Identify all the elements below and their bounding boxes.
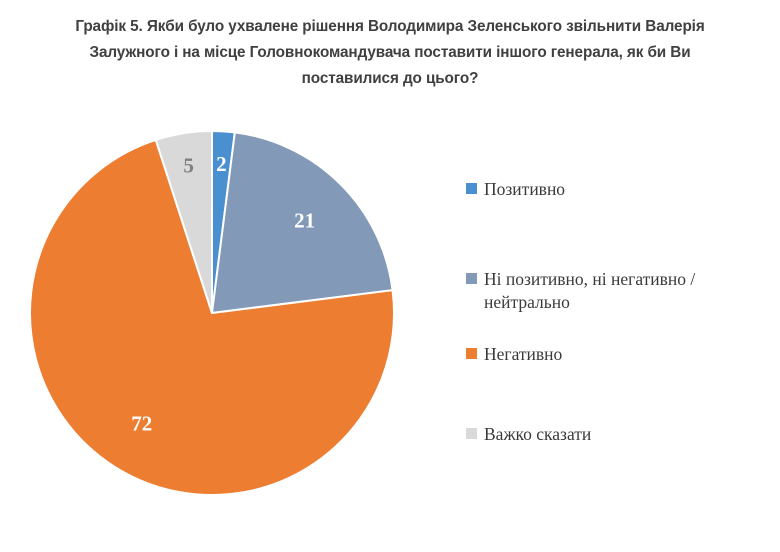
legend-item-label: Важко сказати bbox=[484, 424, 592, 444]
pie-chart: 2 21 72 5 bbox=[29, 129, 395, 496]
pie-slice-label: 21 bbox=[294, 208, 315, 232]
pie-slice bbox=[154, 129, 213, 314]
pie-label-group: 2 21 72 5 bbox=[131, 152, 315, 436]
legend-item[interactable]: Позитивно bbox=[466, 178, 766, 201]
pie-slice-label: 72 bbox=[131, 412, 152, 436]
legend-swatch-icon bbox=[466, 183, 477, 194]
legend-item-label: Позитивно bbox=[484, 179, 566, 199]
legend-item[interactable]: Негативно bbox=[466, 343, 766, 366]
pie-slice-label: 5 bbox=[183, 154, 194, 178]
legend-item-label: Ні позитивно, ні негативно / нейтрально bbox=[484, 269, 696, 312]
legend-item-label: Негативно bbox=[484, 344, 563, 364]
pie-slice-label: 2 bbox=[216, 152, 227, 176]
pie-chart-svg: 2 21 72 5 bbox=[29, 129, 395, 496]
legend-swatch-icon bbox=[466, 273, 477, 284]
legend-item[interactable]: Важко сказати bbox=[466, 423, 766, 446]
legend-swatch-icon bbox=[466, 428, 477, 439]
page-title: Графік 5. Якби було ухвалене рішення Вол… bbox=[75, 18, 705, 87]
legend-swatch-icon bbox=[466, 348, 477, 359]
pie-slice bbox=[29, 138, 395, 496]
pie-slice-group bbox=[29, 129, 395, 496]
legend-item[interactable]: Ні позитивно, ні негативно / нейтрально bbox=[466, 268, 766, 314]
pie-slice bbox=[210, 131, 394, 315]
